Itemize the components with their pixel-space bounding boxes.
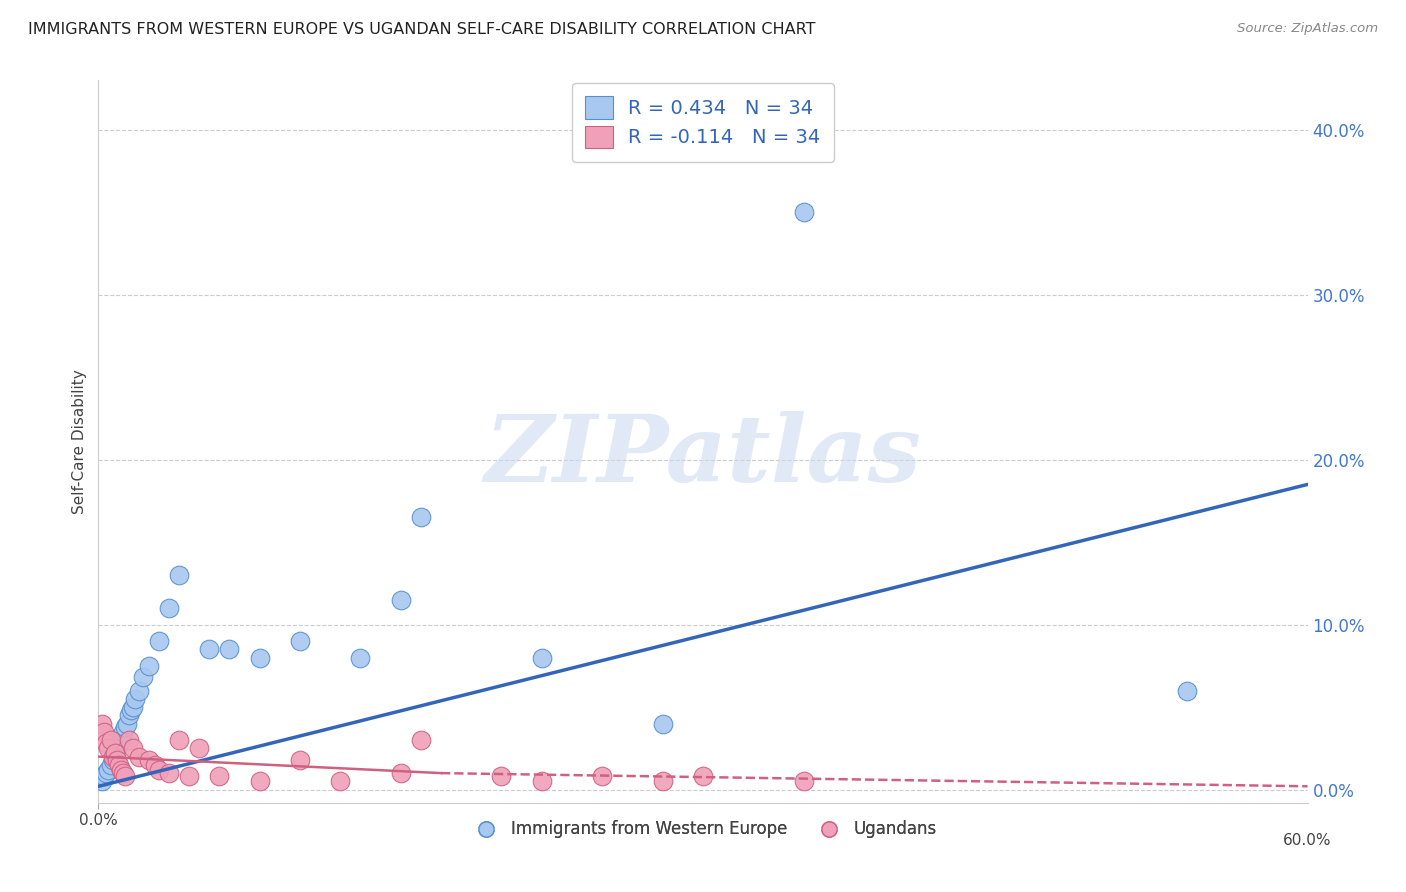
Point [288,634,311,648]
Point [105,753,128,767]
Point [96,736,118,750]
Point [167,733,190,747]
Legend: Immigrants from Western Europe, Ugandans: Immigrants from Western Europe, Ugandans [463,814,943,845]
Point [93,724,115,739]
Text: ZIPatlas: ZIPatlas [485,411,921,501]
Point [157,601,180,615]
Point [179,769,201,783]
Point [1175,683,1198,698]
Point [118,708,141,723]
Point [651,716,673,731]
Text: Source: ZipAtlas.com: Source: ZipAtlas.com [1237,22,1378,36]
Point [91,774,114,789]
Point [97,763,120,777]
Point [93,769,115,783]
Point [110,733,132,747]
Point [107,757,129,772]
Point [143,757,166,772]
Point [249,774,271,789]
Point [793,774,815,789]
Point [107,736,129,750]
Point [198,642,221,657]
Point [101,749,124,764]
Point [96,766,118,780]
Text: IMMIGRANTS FROM WESTERN EUROPE VS UGANDAN SELF-CARE DISABILITY CORRELATION CHART: IMMIGRANTS FROM WESTERN EUROPE VS UGANDA… [28,22,815,37]
Point [167,568,190,582]
Point [349,650,371,665]
Point [409,510,432,524]
Point [793,205,815,219]
Point [249,650,271,665]
Point [110,763,132,777]
Point [389,593,412,607]
Point [530,650,553,665]
Point [111,766,134,780]
Point [100,757,122,772]
Y-axis label: Self-Care Disability: Self-Care Disability [72,369,87,514]
Point [121,741,143,756]
Point [138,659,160,673]
Point [288,753,311,767]
Point [101,753,124,767]
Point [128,749,150,764]
Point [138,753,160,767]
Point [100,733,122,747]
Point [491,769,513,783]
Point [409,733,432,747]
Point [208,769,231,783]
Point [389,766,412,780]
Point [157,766,180,780]
Point [329,774,352,789]
Point [651,774,673,789]
Point [218,642,240,657]
Point [91,716,114,731]
Text: 60.0%: 60.0% [1284,833,1331,848]
Point [114,769,136,783]
Point [105,741,128,756]
Point [103,747,125,761]
Point [97,741,120,756]
Point [692,769,714,783]
Point [148,634,170,648]
Point [118,733,141,747]
Point [124,691,146,706]
Point [103,749,125,764]
Point [530,774,553,789]
Point [115,716,138,731]
Point [121,700,143,714]
Point [591,769,613,783]
Point [120,703,142,717]
Point [188,741,211,756]
Point [132,670,155,684]
Point [114,720,136,734]
Point [111,724,134,739]
Point [128,683,150,698]
Point [148,763,170,777]
